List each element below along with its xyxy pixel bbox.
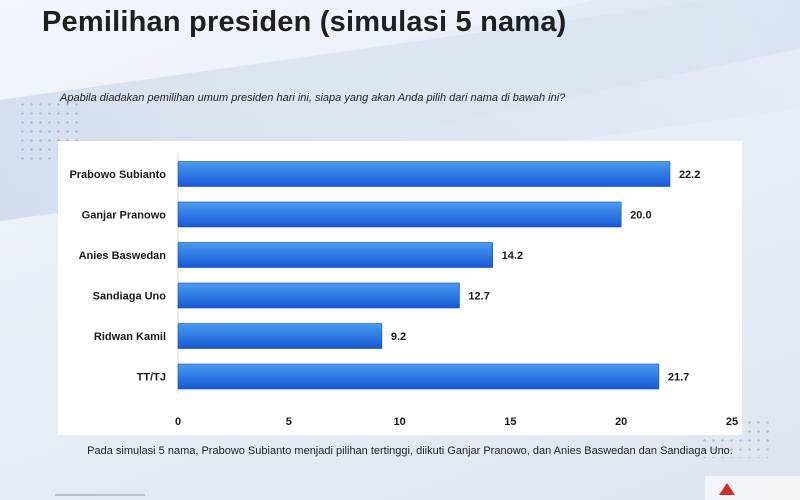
bar <box>177 363 660 390</box>
category-label: Ridwan Kamil <box>94 331 166 343</box>
data-label: 9.2 <box>391 331 406 343</box>
x-tick-label: 25 <box>726 416 738 428</box>
survey-question: Apabila diadakan pemilihan umum presiden… <box>60 92 566 104</box>
category-label: Anies Baswedan <box>79 250 167 262</box>
data-label: 22.2 <box>679 169 700 181</box>
bar <box>177 282 460 309</box>
logo <box>705 476 800 500</box>
category-label: Prabowo Subianto <box>69 169 166 181</box>
divider <box>55 494 145 496</box>
data-label: 12.7 <box>468 291 489 303</box>
data-label: 20.0 <box>630 210 651 222</box>
data-label: 21.7 <box>668 372 689 384</box>
chart-panel: Prabowo Subianto 22.2 Ganjar Pranowo 20.0 An… <box>58 141 742 435</box>
x-tick-label: 5 <box>286 416 292 428</box>
bar-chart: Prabowo Subianto 22.2 Ganjar Pranowo 20.0 An… <box>69 153 738 428</box>
bar <box>177 161 671 187</box>
category-label: TT/TJ <box>137 372 166 384</box>
bar <box>177 201 622 228</box>
category-label: Sandiaga Uno <box>93 291 167 303</box>
x-tick-label: 0 <box>175 416 181 428</box>
x-tick-label: 15 <box>504 416 516 428</box>
bar <box>177 242 493 268</box>
data-label: 14.2 <box>502 250 523 262</box>
logo-icon <box>719 483 735 495</box>
x-tick-label: 10 <box>393 416 405 428</box>
x-tick-label: 20 <box>615 416 627 428</box>
chart-footnote: Pada simulasi 5 nama, Prabowo Subianto m… <box>87 445 733 457</box>
category-label: Ganjar Pranowo <box>82 210 167 222</box>
bar <box>177 323 383 349</box>
page-title: Pemilihan presiden (simulasi 5 nama) <box>42 6 567 38</box>
